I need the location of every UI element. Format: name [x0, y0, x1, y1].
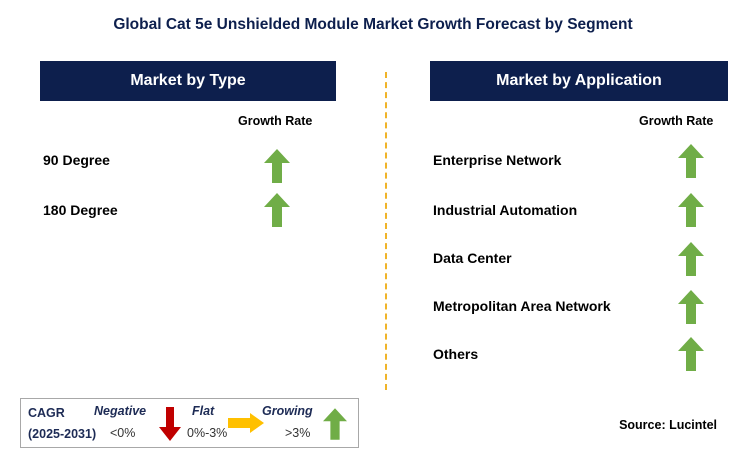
application-item-metropolitan-area-network: Metropolitan Area Network	[433, 298, 611, 314]
diagram-title: Global Cat 5e Unshielded Module Market G…	[113, 16, 633, 33]
source-label: Source: Lucintel	[619, 418, 717, 432]
up-arrow-icon	[264, 149, 290, 183]
application-item-enterprise-network: Enterprise Network	[433, 152, 562, 168]
up-arrow-icon	[678, 193, 704, 227]
right-arrow-icon	[228, 413, 264, 433]
type-header: Market by Type	[40, 61, 336, 101]
cagr-legend: CAGR (2025-2031) Negative <0% Flat 0%-3%…	[20, 398, 359, 448]
up-arrow-icon	[678, 242, 704, 276]
type-growth-rate-label: Growth Rate	[238, 114, 313, 128]
legend-period: (2025-2031)	[28, 427, 97, 441]
type-item-180-degree: 180 Degree	[43, 202, 118, 218]
legend-cagr-label: CAGR	[28, 406, 65, 420]
down-arrow-icon	[159, 407, 181, 441]
up-arrow-icon	[678, 337, 704, 371]
type-item-90-degree: 90 Degree	[43, 152, 110, 168]
panel-divider	[385, 72, 387, 390]
legend-growing-label: Growing	[262, 404, 313, 418]
legend-negative-range: <0%	[110, 426, 136, 440]
legend-negative-label: Negative	[94, 404, 147, 418]
legend-flat-label: Flat	[192, 404, 215, 418]
legend-flat-range: 0%-3%	[187, 426, 228, 440]
application-growth-rate-label: Growth Rate	[639, 114, 714, 128]
application-item-industrial-automation: Industrial Automation	[433, 202, 578, 218]
up-arrow-icon	[264, 193, 290, 227]
legend-growing-range: >3%	[285, 426, 311, 440]
up-arrow-icon	[678, 144, 704, 178]
application-header: Market by Application	[430, 61, 728, 101]
up-arrow-icon	[678, 290, 704, 324]
application-item-data-center: Data Center	[433, 250, 512, 266]
application-item-others: Others	[433, 346, 479, 362]
up-arrow-icon	[323, 408, 347, 440]
